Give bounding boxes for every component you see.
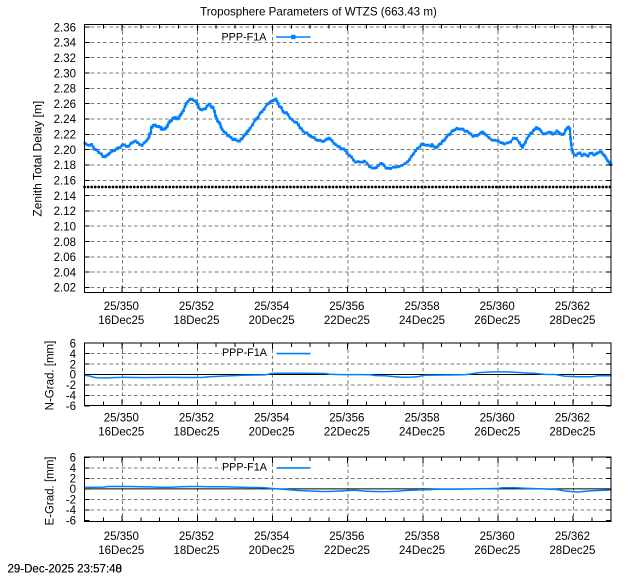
svg-text:2.04: 2.04 [54, 267, 77, 279]
svg-text:N-Grad. [mm]: N-Grad. [mm] [45, 341, 57, 411]
svg-text:25/362: 25/362 [555, 531, 590, 543]
svg-text:18Dec25: 18Dec25 [173, 426, 219, 438]
svg-text:25/356: 25/356 [329, 301, 364, 313]
svg-text:0: 0 [70, 370, 76, 382]
svg-text:28Dec25: 28Dec25 [549, 315, 595, 327]
svg-text:4: 4 [70, 463, 77, 475]
svg-text:25/352: 25/352 [179, 531, 214, 543]
svg-text:E-Grad. [mm]: E-Grad. [mm] [45, 456, 57, 525]
svg-text:2.24: 2.24 [54, 114, 77, 126]
svg-text:26Dec25: 26Dec25 [474, 426, 520, 438]
svg-text:4: 4 [70, 349, 77, 361]
svg-text:2.16: 2.16 [54, 175, 76, 187]
svg-text:PPP-F1A: PPP-F1A [221, 32, 267, 44]
svg-text:16Dec25: 16Dec25 [98, 545, 144, 557]
svg-text:25/356: 25/356 [329, 531, 364, 543]
svg-text:Zenith Total Delay [m]: Zenith Total Delay [m] [31, 101, 45, 217]
svg-text:26Dec25: 26Dec25 [474, 315, 520, 327]
svg-text:2.34: 2.34 [54, 38, 77, 50]
svg-text:2.32: 2.32 [54, 53, 76, 65]
svg-text:6: 6 [70, 338, 76, 350]
svg-text:25/354: 25/354 [254, 531, 290, 543]
svg-text:16Dec25: 16Dec25 [98, 426, 144, 438]
svg-text:25/358: 25/358 [404, 531, 439, 543]
svg-text:2.18: 2.18 [54, 160, 76, 172]
svg-text:25/358: 25/358 [404, 301, 439, 313]
svg-text:24Dec25: 24Dec25 [399, 315, 445, 327]
svg-text:20Dec25: 20Dec25 [249, 545, 295, 557]
svg-text:18Dec25: 18Dec25 [173, 315, 219, 327]
svg-text:25/350: 25/350 [104, 531, 139, 543]
svg-text:2: 2 [70, 359, 76, 371]
svg-text:25/354: 25/354 [254, 301, 290, 313]
svg-text:2.30: 2.30 [54, 68, 76, 80]
svg-text:25/352: 25/352 [179, 412, 214, 424]
svg-text:PPP-F1A: PPP-F1A [222, 462, 268, 474]
svg-text:25/360: 25/360 [480, 412, 515, 424]
svg-text:24Dec25: 24Dec25 [399, 426, 445, 438]
svg-text:25/360: 25/360 [480, 531, 515, 543]
svg-text:20Dec25: 20Dec25 [249, 426, 295, 438]
svg-text:25/360: 25/360 [480, 301, 515, 313]
svg-text:25/350: 25/350 [104, 301, 139, 313]
svg-text:Troposphere Parameters of WTZS: Troposphere Parameters of WTZS (663.43 m… [200, 5, 437, 18]
svg-text:2.02: 2.02 [54, 283, 76, 295]
svg-text:2.14: 2.14 [54, 191, 77, 203]
svg-text:2.06: 2.06 [54, 252, 76, 264]
svg-text:29-Dec-2025 23:57:48: 29-Dec-2025 23:57:48 [8, 564, 122, 576]
svg-text:6: 6 [70, 453, 76, 465]
svg-text:18Dec25: 18Dec25 [173, 545, 219, 557]
svg-text:-6: -6 [66, 401, 76, 413]
svg-text:2.10: 2.10 [54, 221, 76, 233]
svg-text:PPP-F1A: PPP-F1A [222, 347, 268, 359]
svg-text:-4: -4 [66, 505, 77, 517]
svg-text:-2: -2 [66, 495, 76, 507]
svg-text:25/352: 25/352 [179, 301, 214, 313]
svg-text:-6: -6 [66, 516, 76, 528]
svg-text:25/354: 25/354 [254, 412, 290, 424]
svg-text:2.36: 2.36 [54, 22, 76, 34]
svg-text:28Dec25: 28Dec25 [549, 545, 595, 557]
svg-text:28Dec25: 28Dec25 [549, 426, 595, 438]
svg-text:0: 0 [70, 484, 76, 496]
svg-text:2.22: 2.22 [54, 130, 76, 142]
svg-text:25/362: 25/362 [555, 301, 590, 313]
svg-text:26Dec25: 26Dec25 [474, 545, 520, 557]
svg-text:25/362: 25/362 [555, 412, 590, 424]
svg-text:-2: -2 [66, 380, 76, 392]
svg-text:2.08: 2.08 [54, 237, 76, 249]
svg-text:29-Dec-2025 23:57:40: 29-Dec-2025 23:57:40 [8, 564, 122, 576]
svg-text:25/350: 25/350 [104, 412, 139, 424]
svg-text:16Dec25: 16Dec25 [98, 315, 144, 327]
svg-text:2.26: 2.26 [54, 99, 76, 111]
svg-text:-4: -4 [66, 391, 77, 403]
svg-text:25/356: 25/356 [329, 412, 364, 424]
svg-text:2.28: 2.28 [54, 84, 76, 96]
svg-text:24Dec25: 24Dec25 [399, 545, 445, 557]
svg-text:2.12: 2.12 [54, 206, 76, 218]
svg-text:22Dec25: 22Dec25 [324, 426, 370, 438]
svg-text:22Dec25: 22Dec25 [324, 545, 370, 557]
svg-text:20Dec25: 20Dec25 [249, 315, 295, 327]
svg-text:22Dec25: 22Dec25 [324, 315, 370, 327]
svg-text:25/358: 25/358 [404, 412, 439, 424]
svg-text:2: 2 [70, 474, 76, 486]
svg-text:2.20: 2.20 [54, 145, 76, 157]
